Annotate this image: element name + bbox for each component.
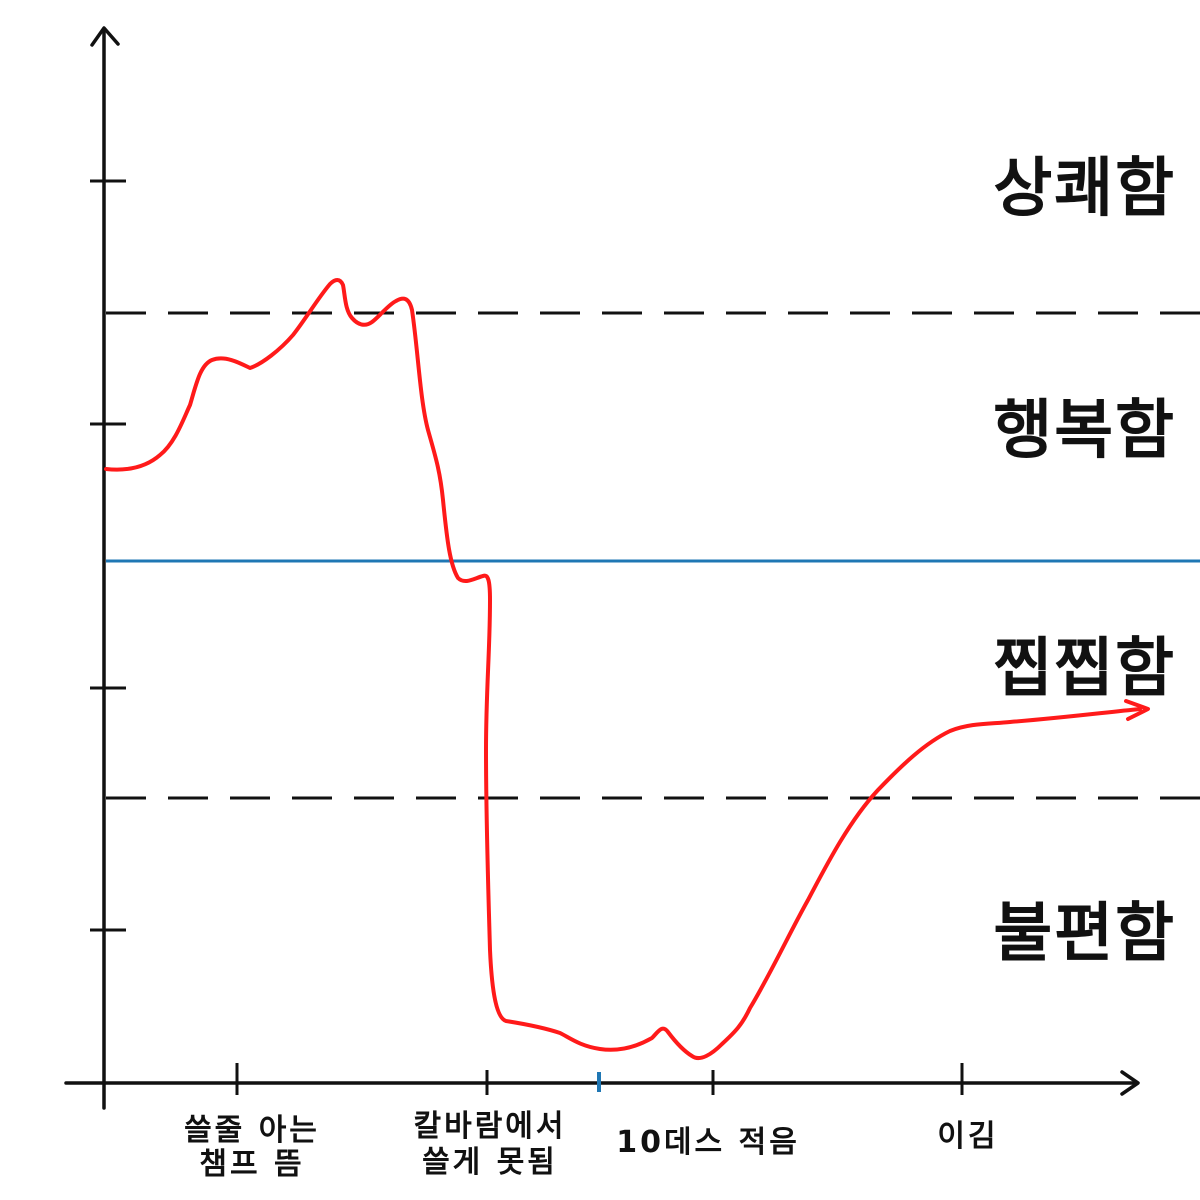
x-axis-ticks — [235, 1063, 964, 1095]
x-tick-label-first-line-2: 챔프 뜸 — [199, 1147, 304, 1182]
x-axis — [64, 1070, 1140, 1096]
zone-label-uneasy: 찝찝함 — [993, 632, 1176, 706]
zone-label-refreshing: 상쾌함 — [993, 152, 1176, 226]
x-tick-label-first-line-1: 쓸줄 아는 — [184, 1113, 320, 1148]
x-axis-arrow-icon — [1120, 1070, 1140, 1096]
zone-label-uncomfortable: 불편함 — [993, 897, 1176, 971]
curve-arrowhead-icon — [1124, 699, 1150, 721]
zone-label-happy: 행복함 — [993, 394, 1176, 468]
y-axis — [90, 26, 120, 1110]
x-tick-label-third: 10데스 적음 — [616, 1125, 800, 1160]
y-axis-ticks — [90, 179, 126, 932]
mood-curve — [104, 278, 1142, 1061]
x-tick-label-second-line-1: 칼바람에서 — [414, 1109, 567, 1144]
x-tick-label-fourth: 이김 — [937, 1119, 998, 1154]
y-axis-arrow-icon — [90, 26, 120, 47]
x-tick-label-second-line-2: 쓸게 못됨 — [422, 1145, 558, 1180]
